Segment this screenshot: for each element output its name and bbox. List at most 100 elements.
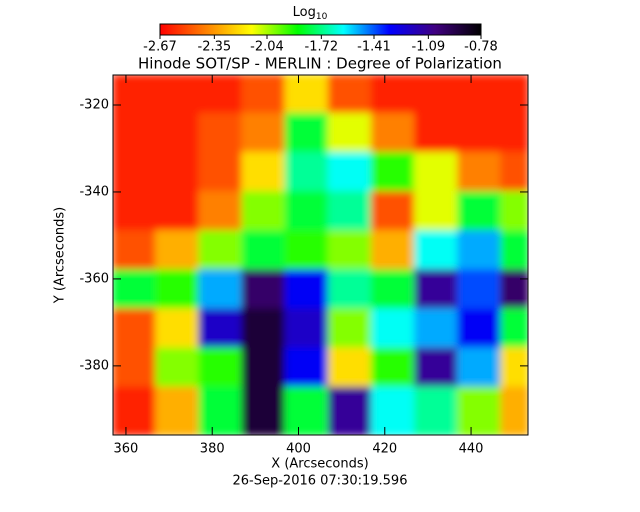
heatmap-cell — [284, 230, 330, 272]
heatmap-cell — [327, 112, 373, 154]
heatmap-cell — [198, 269, 244, 311]
heatmap-cell — [457, 347, 503, 389]
chart-title: Hinode SOT/SP - MERLIN : Degree of Polar… — [138, 55, 502, 73]
heatmap-cell — [500, 269, 528, 311]
heatmap-cell — [155, 230, 201, 272]
heatmap-cell — [457, 190, 503, 233]
heatmap-cell — [413, 190, 460, 233]
x-tick-label: 440 — [459, 442, 484, 457]
heatmap-cell — [113, 269, 158, 311]
heatmap-cell — [370, 386, 416, 435]
heatmap-cell — [284, 75, 330, 115]
heatmap-cell — [113, 230, 158, 272]
heatmap-cell — [155, 386, 201, 435]
heatmap-cell — [413, 230, 460, 272]
colorbar-tick-label: -1.41 — [357, 40, 391, 55]
heatmap-cell — [155, 112, 201, 154]
heatmap-cell — [413, 386, 460, 435]
heatmap-cell — [241, 347, 287, 389]
plot-frame — [112, 74, 529, 436]
heatmap-cell — [500, 112, 528, 154]
heatmap-cell — [500, 308, 528, 350]
heatmap-cell — [113, 112, 158, 154]
colorbar-tick-label: -1.72 — [305, 40, 339, 55]
heatmap-cell — [155, 190, 201, 233]
colorbar-label-subscript: 10 — [316, 12, 328, 22]
y-axis-label: Y (Arcseconds) — [53, 207, 68, 304]
heatmap-cell — [327, 230, 373, 272]
heatmap-cell — [155, 151, 201, 193]
heatmap-cell — [198, 190, 244, 233]
heatmap-cell — [327, 347, 373, 389]
heatmap-cell — [370, 230, 416, 272]
heatmap-cell — [198, 151, 244, 193]
colorbar-tick-label: -2.67 — [143, 40, 177, 55]
heatmap-cell — [113, 151, 158, 193]
heatmap-cell — [457, 151, 503, 193]
heatmap-cell — [457, 308, 503, 350]
heatmap-cell — [327, 308, 373, 350]
heatmap-cell — [457, 112, 503, 154]
colorbar-tick-label: -2.04 — [250, 40, 284, 55]
colorbar-label-base: Log — [293, 5, 316, 20]
heatmap-cell — [370, 308, 416, 350]
heatmap-cell — [413, 112, 460, 154]
heatmap-cell — [370, 75, 416, 115]
heatmap-cell — [284, 112, 330, 154]
heatmap-cell — [284, 151, 330, 193]
heatmap-cell — [327, 269, 373, 311]
heatmap-cell — [413, 347, 460, 389]
x-axis-label: X (Arcseconds) — [271, 457, 368, 472]
heatmap-cell — [327, 190, 373, 233]
heatmap-cell — [113, 75, 158, 115]
heatmap-cell — [500, 190, 528, 233]
heatmap-cell — [457, 230, 503, 272]
heatmap-cell — [113, 308, 158, 350]
heatmap-cell — [241, 386, 287, 435]
heatmap-cell — [241, 269, 287, 311]
heatmap-cell — [241, 112, 287, 154]
heatmap-cell — [155, 308, 201, 350]
heatmap-cell — [155, 347, 201, 389]
heatmap-cell — [457, 75, 503, 115]
heatmap-cell — [370, 269, 416, 311]
heatmap-cell — [241, 230, 287, 272]
heatmap-cell — [413, 269, 460, 311]
heatmap-cell — [113, 347, 158, 389]
heatmap-cell — [413, 151, 460, 193]
heatmap-cell — [155, 75, 201, 115]
heatmap-cell — [370, 347, 416, 389]
heatmap-cell — [457, 269, 503, 311]
colorbar-tick-label: -1.09 — [412, 40, 446, 55]
heatmap-cell — [370, 151, 416, 193]
heatmap-cell — [500, 230, 528, 272]
heatmap-cell — [284, 308, 330, 350]
heatmap-cell — [155, 269, 201, 311]
y-tick-label: -380 — [79, 358, 109, 373]
x-tick-label: 420 — [372, 442, 397, 457]
heatmap-cell — [284, 269, 330, 311]
heatmap-cell — [457, 386, 503, 435]
footer: 26-Sep-2016 07:30:19.596 — [233, 474, 408, 489]
y-tick-label: -320 — [79, 98, 109, 113]
heatmap-cell — [500, 75, 528, 115]
heatmap-cell — [198, 112, 244, 154]
heatmap-cell — [113, 190, 158, 233]
heatmap-cell — [198, 347, 244, 389]
heatmap — [113, 75, 528, 435]
heatmap-cell — [370, 112, 416, 154]
y-tick-label: -360 — [79, 271, 109, 286]
heatmap-cell — [370, 190, 416, 233]
heatmap-cell — [284, 190, 330, 233]
x-tick-label: 380 — [200, 442, 225, 457]
colorbar-tick-label: -2.35 — [198, 40, 232, 55]
y-tick-label: -340 — [79, 184, 109, 199]
heatmap-cell — [327, 75, 373, 115]
heatmap-cell — [413, 75, 460, 115]
heatmap-cell — [327, 151, 373, 193]
heatmap-cell — [198, 308, 244, 350]
colorbar-label: Log10 — [293, 5, 328, 22]
heatmap-cell — [500, 386, 528, 435]
heatmap-cell — [241, 308, 287, 350]
